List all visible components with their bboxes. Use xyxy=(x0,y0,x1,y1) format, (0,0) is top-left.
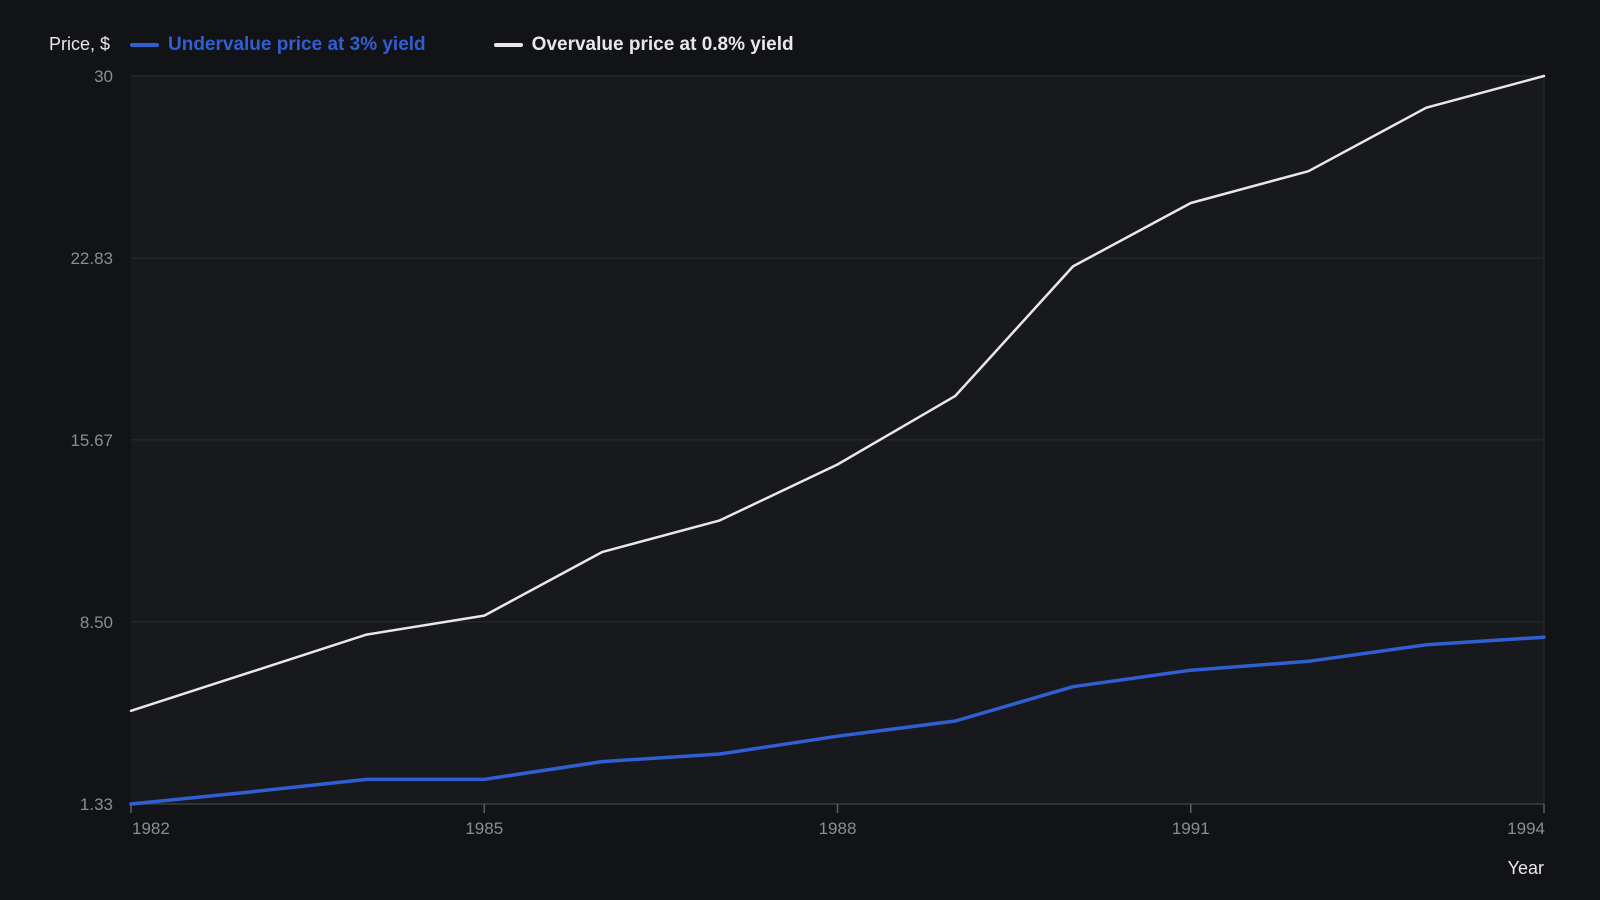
series-line-undervalue xyxy=(129,635,1546,806)
x-tick-label: 1991 xyxy=(1172,819,1210,838)
y-tick-label: 30 xyxy=(94,67,113,86)
y-axis-label: Price, $ xyxy=(49,34,111,54)
legend-swatch-overvalue xyxy=(493,43,523,47)
x-tick-label: 1982 xyxy=(132,819,170,838)
legend-item-undervalue[interactable]: Undervalue price at 3% yield xyxy=(130,34,426,56)
series-line-overvalue xyxy=(129,74,1546,713)
y-tick-label: 15.67 xyxy=(70,431,113,450)
legend-item-overvalue[interactable]: Overvalue price at 0.8% yield xyxy=(493,34,794,56)
y-tick-label: 8.50 xyxy=(80,613,113,632)
y-tick-label: 22.83 xyxy=(70,249,113,268)
x-tick-label: 1988 xyxy=(819,819,857,838)
x-tick-label: 1985 xyxy=(465,819,503,838)
legend-label-undervalue: Undervalue price at 3% yield xyxy=(168,34,426,55)
legend-swatch-undervalue xyxy=(130,43,159,47)
x-tick-label: 1994 xyxy=(1507,819,1545,838)
x-axis-label: Year xyxy=(1507,858,1544,878)
legend: Undervalue price at 3% yield Overvalue p… xyxy=(130,34,862,56)
legend-label-overvalue: Overvalue price at 0.8% yield xyxy=(531,34,794,55)
y-tick-label: 1.33 xyxy=(80,795,113,814)
